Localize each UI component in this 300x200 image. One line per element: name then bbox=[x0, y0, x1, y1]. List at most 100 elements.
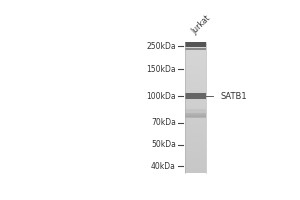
Bar bbox=[185, 116, 206, 117]
Bar bbox=[185, 114, 206, 116]
Bar bbox=[185, 97, 206, 99]
Bar bbox=[185, 115, 206, 116]
Bar bbox=[185, 108, 206, 109]
Text: 100kDa: 100kDa bbox=[146, 92, 176, 101]
Bar bbox=[185, 118, 206, 120]
Bar bbox=[185, 58, 206, 59]
Bar bbox=[185, 53, 206, 54]
Bar bbox=[185, 91, 206, 92]
Bar bbox=[185, 66, 206, 67]
Bar bbox=[185, 63, 206, 65]
Bar bbox=[185, 49, 206, 50]
Bar bbox=[185, 113, 206, 114]
Text: 250kDa: 250kDa bbox=[146, 42, 176, 51]
Bar bbox=[185, 129, 206, 130]
Bar bbox=[185, 112, 206, 113]
Bar bbox=[185, 89, 206, 91]
Bar bbox=[185, 87, 206, 88]
Bar bbox=[185, 104, 206, 105]
Bar bbox=[185, 144, 206, 146]
Bar bbox=[185, 126, 206, 128]
Bar bbox=[185, 67, 206, 69]
Bar bbox=[185, 57, 206, 58]
Bar bbox=[185, 112, 206, 113]
Bar bbox=[185, 147, 206, 149]
Bar bbox=[185, 72, 206, 74]
Bar bbox=[185, 110, 206, 112]
Text: SATB1: SATB1 bbox=[220, 92, 247, 101]
Bar bbox=[185, 111, 206, 112]
Bar bbox=[185, 117, 206, 118]
Bar bbox=[185, 160, 206, 162]
Text: 40kDa: 40kDa bbox=[151, 162, 176, 171]
Bar bbox=[185, 131, 206, 133]
Bar bbox=[185, 164, 206, 166]
Bar bbox=[185, 117, 206, 118]
Bar bbox=[185, 146, 206, 147]
Bar bbox=[185, 48, 206, 50]
Bar bbox=[185, 65, 206, 66]
Bar bbox=[185, 109, 206, 110]
Bar bbox=[185, 50, 206, 52]
Bar bbox=[185, 99, 206, 100]
Bar bbox=[185, 137, 206, 138]
Bar bbox=[185, 127, 206, 129]
Bar bbox=[185, 150, 206, 151]
Bar bbox=[185, 114, 206, 115]
Text: 50kDa: 50kDa bbox=[151, 140, 176, 149]
Bar bbox=[185, 84, 206, 86]
Bar bbox=[185, 100, 206, 101]
Bar bbox=[185, 62, 206, 63]
Bar bbox=[185, 42, 206, 44]
Bar bbox=[185, 169, 206, 171]
Bar bbox=[185, 130, 206, 131]
Bar bbox=[185, 163, 206, 164]
Bar bbox=[185, 80, 206, 82]
Bar bbox=[185, 69, 206, 70]
Bar bbox=[185, 135, 206, 137]
Bar bbox=[185, 139, 206, 141]
Bar bbox=[185, 82, 206, 83]
Bar bbox=[185, 93, 206, 95]
Bar bbox=[185, 158, 206, 159]
Bar bbox=[185, 108, 206, 109]
Bar bbox=[185, 114, 206, 115]
Bar bbox=[185, 123, 206, 125]
Bar bbox=[185, 134, 206, 135]
Bar bbox=[185, 110, 206, 111]
Bar bbox=[185, 110, 206, 111]
Bar bbox=[185, 109, 206, 111]
Bar bbox=[185, 113, 206, 114]
Bar bbox=[185, 168, 206, 169]
Bar bbox=[185, 152, 206, 154]
Bar bbox=[185, 115, 206, 116]
Bar bbox=[185, 101, 206, 103]
Bar bbox=[185, 74, 206, 75]
Bar bbox=[185, 55, 206, 57]
Bar bbox=[185, 93, 206, 99]
Bar bbox=[185, 92, 206, 94]
Bar bbox=[185, 116, 206, 117]
Bar bbox=[185, 75, 206, 77]
Bar bbox=[185, 46, 206, 48]
Bar bbox=[185, 172, 206, 173]
Bar bbox=[185, 44, 206, 45]
Bar bbox=[185, 125, 206, 126]
Bar bbox=[185, 121, 206, 122]
Bar bbox=[185, 138, 206, 139]
Bar bbox=[185, 161, 206, 163]
Bar bbox=[185, 78, 206, 79]
Bar bbox=[185, 171, 206, 172]
Bar bbox=[185, 59, 206, 61]
Bar bbox=[185, 151, 206, 152]
Bar bbox=[185, 113, 206, 114]
Bar bbox=[185, 95, 206, 96]
Bar bbox=[185, 167, 206, 168]
Bar bbox=[185, 103, 206, 104]
Bar bbox=[185, 120, 206, 121]
Bar bbox=[185, 105, 206, 107]
Bar bbox=[185, 83, 206, 84]
Bar bbox=[185, 148, 206, 150]
Bar bbox=[185, 156, 206, 158]
Bar bbox=[185, 133, 206, 134]
